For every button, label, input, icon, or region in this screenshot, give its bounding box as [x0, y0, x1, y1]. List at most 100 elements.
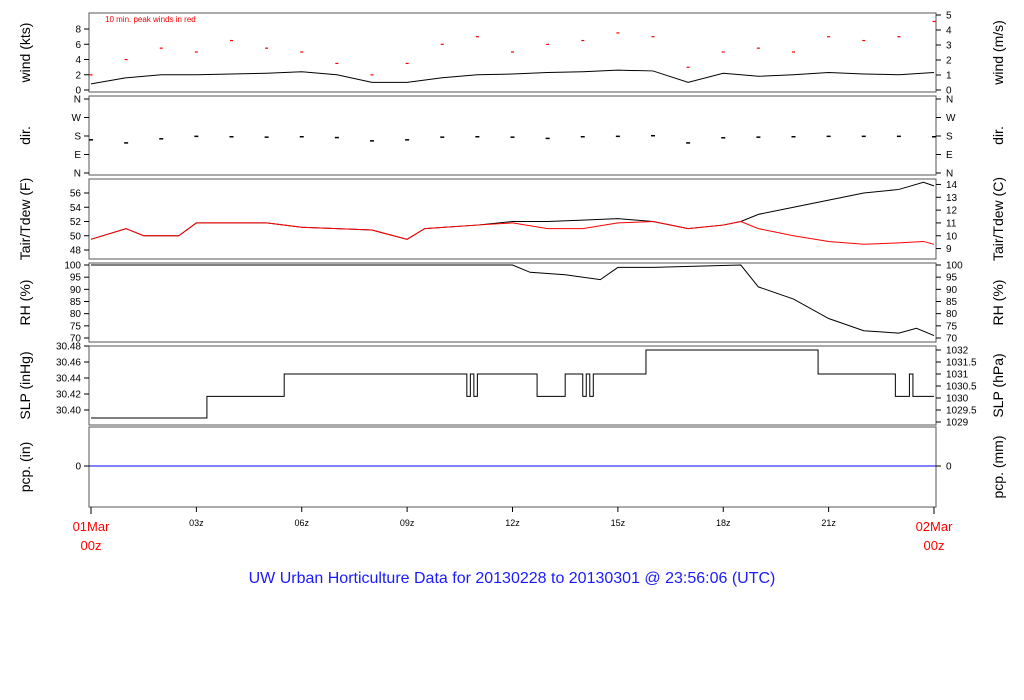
y-tick-label: 50	[70, 231, 82, 242]
x-tick-label-date: 01Mar	[73, 519, 111, 534]
dewpoint-line	[90, 220, 935, 245]
peak-wind-point	[581, 39, 585, 42]
x-tick-label: 03z	[189, 518, 204, 528]
panel-frame	[88, 345, 937, 426]
y-axis-label: dir.	[17, 126, 33, 145]
x-tick-label-date: 02Mar	[916, 519, 954, 534]
wind-direction-point	[791, 136, 796, 138]
x-tick-label: 15z	[611, 518, 626, 528]
y-tick-label: 11	[946, 218, 957, 229]
y-axis-label: wind (kts)	[17, 23, 33, 84]
wind-direction-point	[651, 134, 655, 137]
wind-direction-point	[510, 136, 515, 138]
wind-direction-point	[370, 140, 374, 142]
y-tick-label: W	[946, 113, 956, 124]
peak-wind-point	[335, 62, 339, 65]
y-tick-label: 54	[70, 203, 82, 214]
panel-frame	[88, 95, 937, 176]
peak-wind-point	[862, 39, 866, 42]
peak-wind-point	[897, 36, 901, 38]
y-tick-label: N	[946, 169, 953, 180]
y-tick-label: 1	[946, 71, 952, 82]
peak-wind-point	[756, 47, 760, 49]
y-tick-label: 13	[946, 193, 958, 204]
peak-wind-point	[405, 62, 409, 65]
peak-wind-point	[686, 66, 690, 68]
peak-wind-point	[300, 51, 304, 53]
wind-direction-point	[89, 139, 93, 141]
y-tick-label: 0	[75, 462, 81, 473]
peak-wind-point	[124, 59, 128, 61]
wind-direction-point	[440, 136, 445, 138]
wind-direction-point	[896, 135, 901, 138]
wind-direction-point	[229, 136, 234, 138]
y-axis-label: pcp. (in)	[17, 442, 33, 493]
peak-wind-point	[511, 51, 514, 53]
y-tick-label: 90	[946, 285, 958, 296]
wind-direction-point	[264, 136, 269, 138]
wind-speed-line	[90, 69, 935, 85]
y-tick-label: 75	[70, 321, 82, 332]
wind-direction-point	[545, 137, 550, 140]
y-tick-label: 85	[70, 297, 82, 308]
wind-direction-point	[861, 135, 866, 138]
wind-direction-point	[615, 135, 620, 138]
peak-wind-point	[721, 51, 725, 53]
y-tick-label: 30.44	[56, 374, 81, 385]
panel-frame	[88, 12, 937, 93]
y-tick-label: 85	[946, 297, 958, 308]
y-tick-label: 4	[75, 55, 81, 66]
y-axis-label-right: dir.	[990, 126, 1006, 145]
peak-wind-point	[159, 47, 163, 49]
y-tick-label: 30.46	[56, 358, 81, 369]
y-tick-label: 3	[946, 41, 952, 52]
peak-wind-point	[370, 74, 374, 76]
wind-direction-point	[721, 137, 726, 139]
peak-wind-point	[89, 74, 93, 76]
x-tick-label: 12z	[505, 518, 520, 528]
wind-direction-point	[756, 136, 761, 138]
wind-direction-point	[580, 136, 585, 138]
wind-direction-point	[124, 142, 129, 144]
y-tick-label: 1031	[946, 370, 969, 381]
y-tick-label: 1029.5	[946, 406, 977, 417]
y-tick-label: 0	[75, 86, 81, 97]
peak-wind-point	[651, 36, 655, 38]
y-tick-label: 5	[946, 11, 952, 22]
y-tick-label: 14	[946, 180, 958, 191]
y-tick-label: 80	[946, 309, 958, 320]
y-tick-label: 0	[946, 86, 952, 97]
wind-direction-point	[475, 136, 480, 138]
y-tick-label: E	[946, 150, 953, 161]
peak-wind-point	[265, 47, 269, 49]
y-tick-label: 100	[946, 261, 963, 272]
x-tick-label: 09z	[400, 518, 415, 528]
y-tick-label: 70	[946, 334, 958, 345]
relative-humidity-line	[91, 264, 935, 337]
panel-frame	[88, 426, 937, 508]
y-tick-label: 2	[75, 70, 81, 81]
y-tick-label: 6	[75, 40, 81, 51]
peak-wind-point	[230, 39, 233, 42]
x-tick-label: 06z	[294, 518, 309, 528]
annotation: 10 min. peak winds in red	[105, 15, 196, 24]
peak-wind-point	[440, 43, 444, 45]
peak-wind-point	[475, 36, 479, 38]
peak-wind-point	[827, 36, 831, 38]
wind-direction-point	[405, 139, 410, 141]
y-tick-label: 8	[75, 25, 81, 36]
peak-wind-point	[616, 32, 620, 34]
peak-wind-point	[792, 51, 795, 53]
x-tick-label: 21z	[821, 518, 836, 528]
y-axis-label: SLP (inHg)	[17, 351, 33, 419]
y-tick-label: 12	[946, 206, 958, 217]
y-axis-label-right: SLP (hPa)	[990, 353, 1006, 417]
y-tick-label: 2	[946, 56, 952, 67]
y-axis-label-right: wind (m/s)	[990, 20, 1006, 86]
y-tick-label: 1030	[946, 394, 969, 405]
wind-direction-point	[686, 142, 691, 144]
peak-wind-point	[546, 43, 550, 45]
y-tick-label: 4	[946, 26, 952, 37]
y-axis-label-right: Tair/Tdew (C)	[990, 177, 1006, 261]
air-temperature-line	[90, 181, 935, 240]
